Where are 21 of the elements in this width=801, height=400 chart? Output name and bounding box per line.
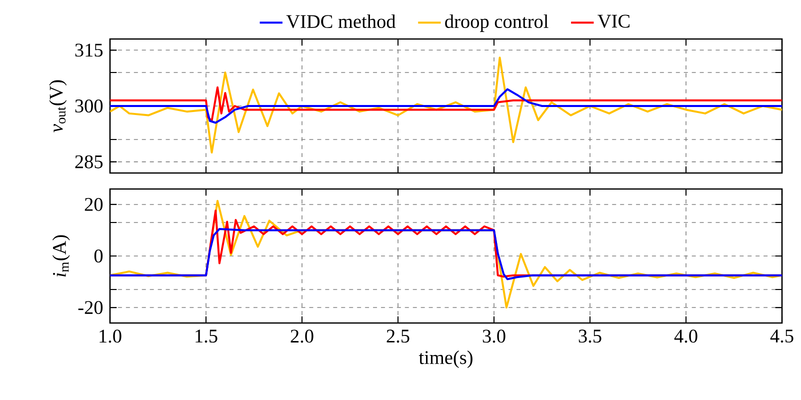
legend-label: VIDC method (286, 14, 396, 28)
legend-label: VIC (598, 14, 630, 28)
x-axis-title: time(s) (418, 350, 472, 368)
y-tick-label: 315 (75, 44, 103, 57)
y-tick-label: -20 (78, 301, 103, 314)
y-tick-label: 0 (94, 250, 103, 262)
x-tick-label: 2.0 (290, 330, 314, 343)
y-tick-label: 20 (84, 198, 103, 211)
y-tick-label: 300 (75, 99, 103, 112)
y-axis-title: v$_{out}$(V) (49, 80, 67, 132)
x-tick-label: 3.5 (578, 330, 602, 343)
y-axis-title: i$_{m}$(A) (52, 235, 70, 277)
x-tick-label: 1.5 (196, 330, 218, 343)
x-tick-label: 3.0 (482, 330, 506, 343)
y-tick-label: 285 (75, 155, 103, 168)
x-tick-label: 4.5 (770, 330, 794, 343)
x-tick-label: 2.5 (386, 330, 410, 343)
x-tick-label: 4.0 (674, 330, 698, 343)
x-tick-label: 1.0 (100, 330, 122, 343)
legend-label: droop control (445, 14, 548, 32)
line-series (110, 56, 782, 154)
